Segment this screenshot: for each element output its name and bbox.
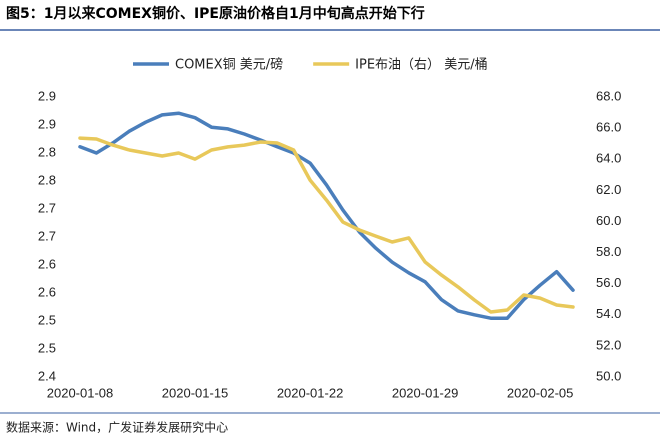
y2-tick-label: 68.0 [596, 88, 621, 103]
y-tick-label: 2.4 [38, 368, 56, 383]
line-series [78, 111, 575, 320]
y-tick-label: 2.9 [38, 88, 56, 103]
x-tick-label: 2020-01-29 [392, 385, 459, 400]
x-tick-label: 2020-01-08 [47, 385, 114, 400]
x-tick-label: 2020-01-15 [162, 385, 229, 400]
y2-tick-label: 58.0 [596, 244, 621, 259]
y-tick-label: 2.6 [38, 284, 56, 299]
y-tick-label: 2.9 [38, 116, 56, 131]
x-tick-label: 2020-02-05 [507, 385, 574, 400]
x-tick-label: 2020-01-22 [277, 385, 344, 400]
y-tick-label: 2.6 [38, 256, 56, 271]
line-series [78, 136, 575, 314]
y2-tick-label: 66.0 [596, 120, 621, 135]
y2-tick-label: 50.0 [596, 368, 621, 383]
y-tick-label: 2.5 [38, 340, 56, 355]
y2-tick-label: 62.0 [596, 182, 621, 197]
y2-tick-label: 64.0 [596, 151, 621, 166]
chart-title: 图5：1月以来COMEX铜价、IPE原油价格自1月中旬高点开始下行 [6, 5, 425, 22]
y-tick-label: 2.7 [38, 200, 56, 215]
y2-tick-label: 56.0 [596, 275, 621, 290]
y-tick-label: 2.5 [38, 312, 56, 327]
source: 数据来源：Wind，广发证券发展研究中心 [6, 420, 228, 435]
y2-tick-label: 54.0 [596, 306, 621, 321]
y-tick-label: 2.8 [38, 172, 56, 187]
y2-tick-label: 60.0 [596, 213, 621, 228]
y-tick-label: 2.8 [38, 144, 56, 159]
legend-label: COMEX铜 美元/磅 [175, 57, 283, 73]
y2-tick-label: 52.0 [596, 337, 621, 352]
legend-label: IPE布油（右） 美元/桶 [355, 58, 487, 73]
y-tick-label: 2.7 [38, 228, 56, 243]
